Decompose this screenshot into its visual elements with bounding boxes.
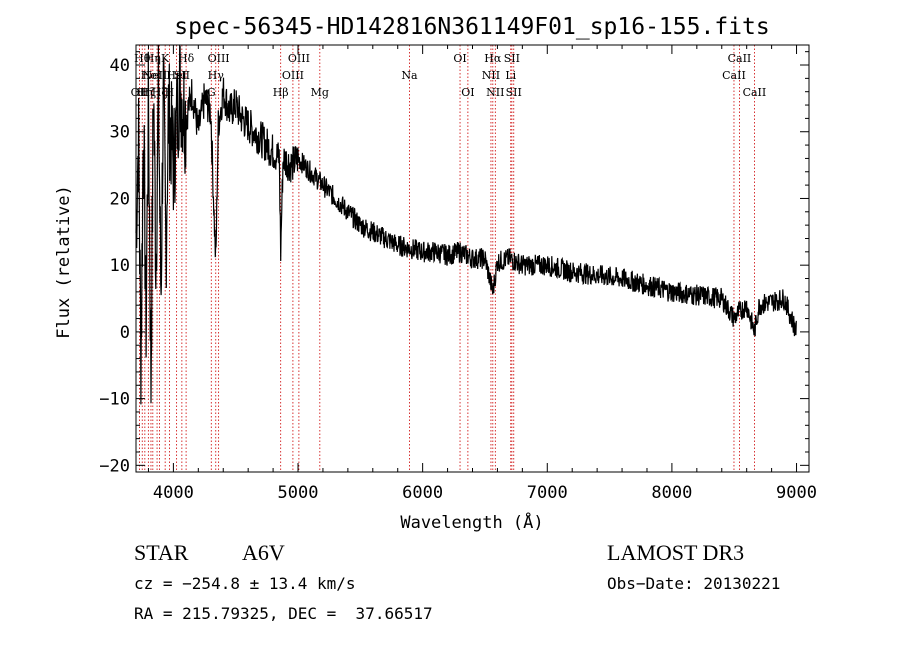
line-label-10: HeI bbox=[166, 69, 186, 82]
line-label-27: SII bbox=[504, 52, 520, 65]
x-tick-label-3: 7000 bbox=[527, 483, 568, 503]
line-label-25: NII bbox=[486, 86, 504, 99]
survey-name: LAMOST DR3 bbox=[607, 540, 745, 565]
line-label-24: Hα bbox=[484, 52, 502, 65]
y-tick-label-0: −20 bbox=[99, 456, 130, 476]
line-label-4: HeI bbox=[141, 69, 161, 82]
line-label-22: OI bbox=[461, 86, 474, 99]
x-tick-label-2: 6000 bbox=[402, 483, 443, 503]
y-tick-label-2: 0 bbox=[120, 323, 130, 343]
line-label-21: OI bbox=[453, 52, 466, 65]
line-label-29: CaII bbox=[722, 69, 746, 82]
line-label-20: Na bbox=[401, 69, 418, 82]
x-tick-label-5: 9000 bbox=[776, 483, 817, 503]
line-label-30: CaII bbox=[728, 52, 752, 65]
line-label-23: NII bbox=[482, 69, 500, 82]
sky-coordinates: RA = 215.79325, DEC = 37.66517 bbox=[134, 604, 433, 623]
line-label-14: Hγ bbox=[208, 69, 225, 82]
line-label-15: OIII bbox=[208, 52, 230, 65]
object-class: STAR bbox=[134, 540, 189, 565]
observation-date: Obs−Date: 20130221 bbox=[607, 574, 781, 593]
y-tick-label-3: 10 bbox=[110, 256, 130, 276]
line-label-26: Li bbox=[505, 69, 516, 82]
line-label-11: Hδ bbox=[178, 52, 195, 65]
line-label-28: SII bbox=[506, 86, 522, 99]
y-axis-label: Flux (relative) bbox=[54, 185, 74, 339]
y-axis: −20 −10 0 10 20 30 40 bbox=[99, 51, 809, 476]
line-label-18: OIII bbox=[288, 52, 310, 65]
y-tick-label-1: −10 bbox=[99, 390, 130, 410]
line-label-1: Hθ bbox=[134, 52, 151, 65]
y-tick-label-5: 30 bbox=[110, 123, 130, 143]
line-label-19: Mg bbox=[311, 86, 329, 99]
object-subclass: A6V bbox=[242, 540, 285, 565]
redshift-velocity: cz = −254.8 ± 13.4 km/s bbox=[134, 574, 356, 593]
line-label-31: CaII bbox=[743, 86, 767, 99]
line-label-13: G bbox=[207, 86, 216, 99]
chart-title: spec-56345-HD142816N361149F01_sp16-155.f… bbox=[174, 14, 769, 40]
y-tick-label-6: 40 bbox=[110, 56, 130, 76]
line-label-0: OII bbox=[131, 86, 149, 99]
x-tick-label-1: 5000 bbox=[278, 483, 319, 503]
line-label-16: Hβ bbox=[273, 86, 289, 99]
spectrum-line bbox=[135, 44, 797, 405]
x-axis: 4000 5000 6000 7000 8000 9000 bbox=[147, 45, 817, 503]
line-label-17: OIII bbox=[282, 69, 304, 82]
y-tick-label-4: 20 bbox=[110, 189, 130, 209]
x-tick-label-0: 4000 bbox=[153, 483, 194, 503]
line-label-8: K bbox=[161, 52, 170, 65]
x-tick-label-4: 8000 bbox=[651, 483, 692, 503]
x-axis-label: Wavelength (Å) bbox=[400, 511, 543, 533]
emission-line-labels: OIIHθHηHζHeIHηNeIIIHζKHHeIHδSIIGHγOIIIHβ… bbox=[131, 52, 767, 99]
